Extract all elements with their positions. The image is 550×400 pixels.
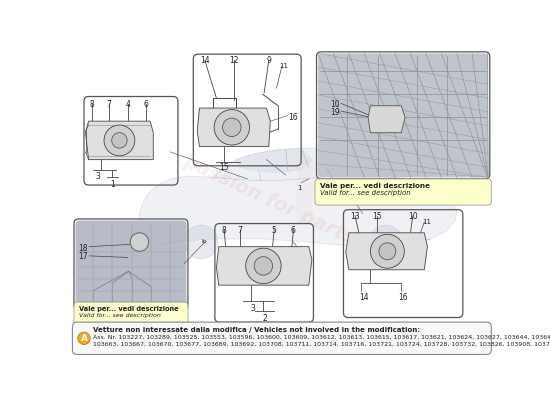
Circle shape	[78, 332, 90, 344]
Text: 11: 11	[280, 63, 289, 69]
Circle shape	[104, 125, 135, 156]
Circle shape	[379, 243, 396, 260]
Text: 103663, 103667, 103670, 103677, 103689, 103692, 103708, 103711, 103714, 103716, : 103663, 103667, 103670, 103677, 103689, …	[93, 341, 550, 346]
Text: 19: 19	[331, 108, 340, 117]
Text: 6: 6	[291, 226, 296, 235]
Text: 10: 10	[331, 100, 340, 109]
Text: Ass. Nr. 103227, 103289, 103525, 103553, 103596, 103600, 103609, 103612, 103613,: Ass. Nr. 103227, 103289, 103525, 103553,…	[93, 334, 550, 340]
Text: Valid for... see description: Valid for... see description	[320, 190, 410, 196]
Circle shape	[371, 234, 404, 268]
Text: 14: 14	[360, 293, 369, 302]
Text: 13: 13	[350, 212, 360, 221]
Text: 18: 18	[78, 244, 87, 252]
Text: 16: 16	[398, 293, 408, 302]
FancyBboxPatch shape	[315, 179, 491, 205]
Circle shape	[254, 257, 273, 275]
Text: A: A	[80, 334, 87, 343]
Text: 3: 3	[95, 172, 100, 181]
Text: Vetture non interessate dalla modifica / Vehicles not involved in the modificati: Vetture non interessate dalla modifica /…	[93, 327, 420, 333]
Text: 16: 16	[288, 114, 298, 122]
Text: 17: 17	[78, 252, 87, 261]
Circle shape	[246, 248, 281, 284]
Text: Valid for... see description: Valid for... see description	[79, 313, 161, 318]
Circle shape	[369, 225, 403, 259]
Text: 7: 7	[237, 226, 242, 235]
FancyBboxPatch shape	[318, 53, 488, 177]
FancyBboxPatch shape	[74, 302, 188, 325]
Text: 15: 15	[372, 212, 381, 221]
Text: 5: 5	[272, 226, 277, 235]
Circle shape	[223, 118, 241, 136]
Polygon shape	[197, 108, 271, 146]
Text: 8: 8	[222, 226, 227, 235]
Text: lo: lo	[201, 239, 207, 244]
Text: 12: 12	[229, 56, 239, 66]
Circle shape	[184, 225, 218, 259]
Text: Vale per... vedi descrizione: Vale per... vedi descrizione	[79, 306, 178, 312]
Text: 1: 1	[110, 180, 115, 189]
Polygon shape	[368, 106, 405, 133]
Text: 8: 8	[89, 100, 94, 109]
Text: 4: 4	[125, 100, 130, 109]
Text: Vale per... vedi descrizione: Vale per... vedi descrizione	[320, 183, 430, 189]
Text: 9: 9	[266, 56, 271, 66]
Text: passion for parts since: passion for parts since	[180, 152, 415, 275]
Text: 14: 14	[200, 56, 210, 66]
Text: 10: 10	[408, 212, 417, 221]
Text: 2: 2	[262, 314, 267, 324]
Circle shape	[130, 233, 148, 251]
Text: 15: 15	[219, 164, 229, 172]
Polygon shape	[236, 148, 312, 173]
Polygon shape	[212, 148, 405, 180]
Polygon shape	[140, 175, 456, 248]
FancyBboxPatch shape	[75, 220, 186, 308]
Circle shape	[214, 110, 250, 145]
Text: 3: 3	[250, 304, 255, 313]
Text: F: F	[288, 158, 345, 239]
Text: 6: 6	[143, 100, 148, 109]
Circle shape	[112, 133, 127, 148]
Polygon shape	[346, 233, 427, 270]
FancyBboxPatch shape	[73, 322, 491, 354]
Text: 7: 7	[106, 100, 111, 109]
Polygon shape	[217, 247, 312, 285]
Polygon shape	[86, 121, 153, 160]
Text: 11: 11	[422, 219, 431, 225]
Text: 1: 1	[297, 185, 302, 191]
